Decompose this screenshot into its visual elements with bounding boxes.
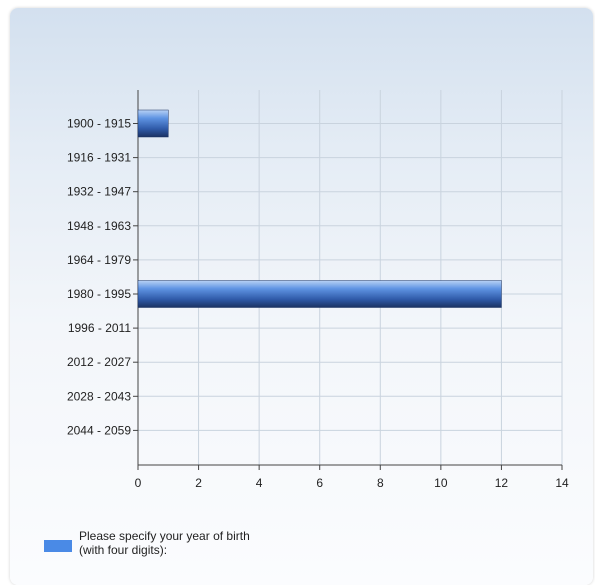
x-tick-label: 6: [316, 476, 323, 490]
x-tick-label: 10: [434, 476, 448, 490]
y-tick-label: 1964 - 1979: [67, 253, 131, 267]
x-tick-label: 2: [195, 476, 202, 490]
x-tick-label: 4: [256, 476, 263, 490]
bars: [137, 109, 502, 308]
y-tick-label: 2028 - 2043: [67, 389, 131, 403]
x-tick-label: 8: [377, 476, 384, 490]
x-tick-labels: 0 2 4 6 8 10 12 14: [135, 476, 569, 490]
y-tick-label: 1916 - 1931: [67, 151, 131, 165]
x-tick-label: 12: [495, 476, 509, 490]
bar: [137, 109, 169, 138]
x-tick-label: 0: [135, 476, 142, 490]
legend-swatch: [44, 540, 72, 552]
y-tick-label: 2044 - 2059: [67, 423, 131, 437]
legend-label: Please specify your year of birth (with …: [79, 529, 250, 557]
y-tick-label: 1900 - 1915: [67, 117, 131, 131]
y-tick-label: 1996 - 2011: [68, 321, 131, 335]
y-tick-labels: 1900 - 1915 1916 - 1931 1932 - 1947 1948 - …: [67, 117, 131, 438]
y-tick-label: 2012 - 2027: [67, 355, 131, 369]
bar: [137, 280, 502, 308]
y-tick-label: 1980 - 1995: [67, 287, 131, 301]
grid-lines: [138, 90, 563, 465]
y-tick-label: 1948 - 1963: [67, 219, 131, 233]
axes: [133, 90, 563, 470]
y-tick-label: 1932 - 1947: [67, 185, 131, 199]
x-tick-label: 14: [555, 476, 569, 490]
legend: Please specify your year of birth (with …: [44, 529, 254, 557]
